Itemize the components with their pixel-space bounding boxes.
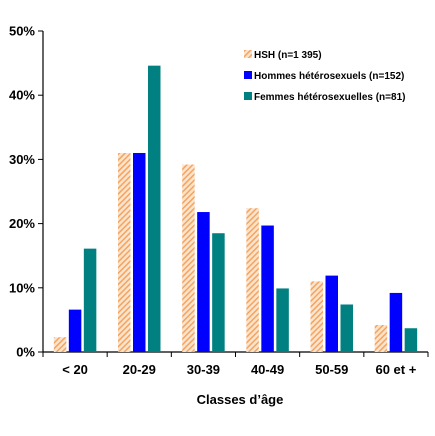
bar bbox=[182, 164, 195, 352]
x-tick-label: 30-39 bbox=[187, 362, 220, 377]
y-tick-label: 50% bbox=[9, 24, 35, 39]
bar bbox=[374, 325, 388, 352]
bar bbox=[212, 233, 225, 352]
bar bbox=[404, 328, 418, 352]
x-axis-title: Classes d’âge bbox=[197, 392, 284, 407]
bar bbox=[197, 212, 210, 352]
legend-label: Hommes hétérosexuels (n=152) bbox=[254, 71, 404, 82]
bar bbox=[340, 304, 353, 352]
y-tick-label: 10% bbox=[9, 280, 35, 295]
y-tick-label: 30% bbox=[9, 152, 35, 167]
bar bbox=[148, 65, 161, 352]
bar bbox=[118, 152, 131, 352]
x-tick-label: 50-59 bbox=[315, 362, 348, 377]
bar bbox=[261, 225, 274, 352]
legend-swatch bbox=[244, 92, 252, 100]
legend-label: HSH (n=1 395) bbox=[254, 50, 322, 61]
bar bbox=[325, 275, 338, 352]
x-tick-label: < 20 bbox=[62, 362, 88, 377]
legend-swatch bbox=[244, 71, 252, 79]
bar bbox=[389, 292, 403, 352]
bar bbox=[68, 309, 82, 352]
legend-swatch bbox=[244, 50, 252, 58]
bar bbox=[83, 248, 97, 352]
x-tick-label: 60 et + bbox=[375, 362, 416, 377]
bar bbox=[276, 288, 289, 352]
bar bbox=[53, 337, 67, 352]
bar bbox=[133, 152, 146, 352]
y-tick-label: 20% bbox=[9, 216, 35, 231]
bar bbox=[310, 281, 323, 352]
x-tick-label: 20-29 bbox=[123, 362, 156, 377]
bar bbox=[246, 208, 259, 352]
plot-area: 0% 10% 20% 30% 40% 50% < 20 20-29 30-39 40-49 50-5… bbox=[9, 24, 429, 377]
y-tick-label: 40% bbox=[9, 88, 35, 103]
legend-label: Femmes hétérosexuelles (n=81) bbox=[254, 92, 405, 103]
y-tick-label: 0% bbox=[16, 345, 35, 360]
x-tick-label: 40-49 bbox=[251, 362, 284, 377]
